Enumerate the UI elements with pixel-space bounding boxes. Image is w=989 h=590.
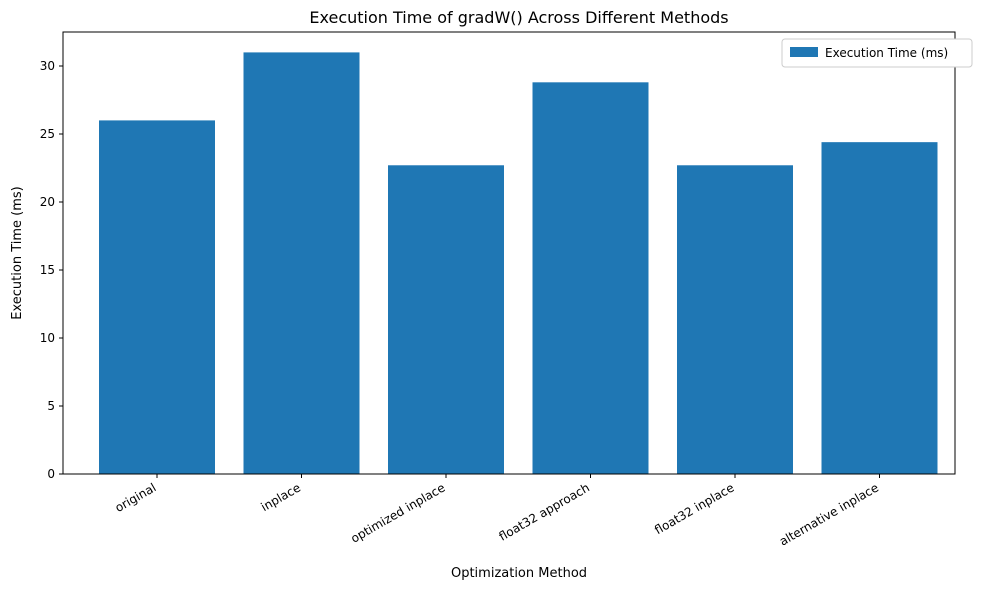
- x-axis: original inplace optimized inplace float32 …: [113, 474, 881, 549]
- legend-box: [781, 38, 973, 68]
- x-axis-label: Optimization Method: [451, 566, 587, 581]
- x-tick-label: float32 approach: [496, 480, 592, 543]
- y-tick-label: 10: [40, 331, 55, 345]
- plot-area-frame: [62, 31, 956, 475]
- y-tick-label: 5: [47, 399, 55, 413]
- y-axis: 0 5 10 15 20 25 30: [40, 59, 63, 481]
- bar-3: [532, 82, 649, 474]
- y-tick-label: 25: [40, 127, 55, 141]
- y-tick-label: 20: [40, 195, 55, 209]
- x-tick-label: inplace: [259, 480, 303, 514]
- bars-group: [99, 52, 938, 475]
- y-tick-label: 0: [47, 467, 55, 481]
- bar-5: [821, 142, 938, 474]
- x-tick-label: original: [113, 480, 159, 515]
- bar-2: [388, 165, 504, 474]
- bar-0: [99, 120, 215, 475]
- legend-swatch: [790, 47, 818, 57]
- bar-4: [677, 165, 793, 474]
- y-tick-label: 15: [40, 263, 55, 277]
- x-tick-label: float32 inplace: [652, 480, 736, 537]
- bar-1: [243, 52, 360, 475]
- chart-title: Execution Time of gradW() Across Differe…: [309, 8, 728, 27]
- y-axis-label: Execution Time (ms): [10, 186, 25, 319]
- x-tick-label: alternative inplace: [777, 480, 881, 548]
- legend: Execution Time (ms): [781, 38, 973, 68]
- legend-label: Execution Time (ms): [825, 46, 948, 60]
- x-tick-label: optimized inplace: [348, 480, 447, 545]
- y-tick-label: 30: [40, 59, 55, 73]
